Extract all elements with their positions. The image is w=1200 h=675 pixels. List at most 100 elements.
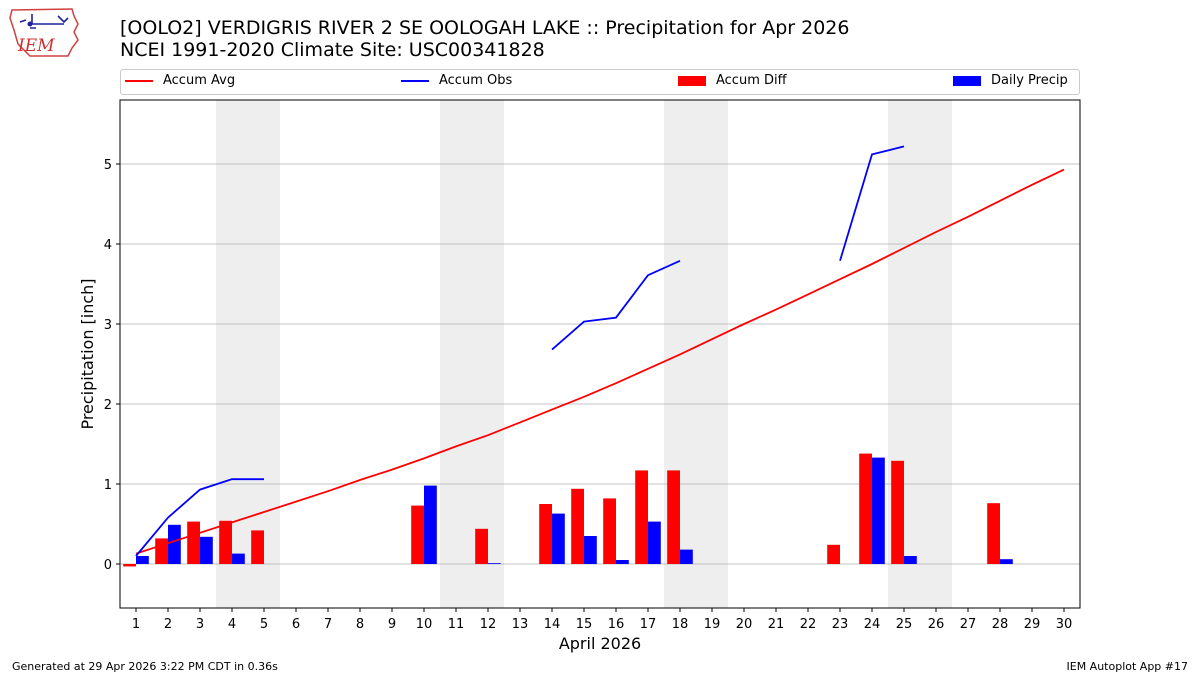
x-tick-label-14: 14 — [544, 617, 561, 632]
generated-timestamp: Generated at 29 Apr 2026 3:22 PM CDT in … — [12, 660, 278, 673]
x-tick-label-4: 4 — [228, 617, 236, 632]
daily-precip-bar-day-15 — [584, 536, 597, 564]
accum-diff-bar-day-24 — [859, 453, 872, 564]
legend-label-accum-obs: Accum Obs — [439, 73, 513, 88]
x-tick-label-7: 7 — [324, 617, 332, 632]
x-tick-label-28: 28 — [992, 617, 1009, 632]
legend-swatch-accum-avg — [125, 79, 153, 82]
legend-label-accum-avg: Accum Avg — [163, 73, 236, 88]
x-tick-label-1: 1 — [132, 617, 140, 632]
app-credit: IEM Autoplot App #17 — [1066, 660, 1189, 673]
plot-frame — [119, 99, 1081, 609]
x-tick-label-29: 29 — [1024, 617, 1041, 632]
daily-precip-bar-day-18 — [680, 549, 693, 564]
x-tick-label-21: 21 — [768, 617, 785, 632]
daily-precip-bar-day-25 — [904, 556, 917, 564]
x-tick-label-9: 9 — [388, 617, 396, 632]
x-tick-label-8: 8 — [356, 617, 364, 632]
weekend-bands — [216, 100, 952, 608]
y-tick-label-1: 1 — [104, 478, 112, 493]
accum-diff-bar-day-2 — [155, 538, 168, 564]
chart-title: [OOLO2] VERDIGRIS RIVER 2 SE OOLOGAH LAK… — [120, 17, 850, 39]
x-tick-label-19: 19 — [704, 617, 721, 632]
accum-diff-bar-day-1 — [123, 564, 136, 567]
iem-logo: IEM — [9, 8, 79, 57]
x-tick-label-30: 30 — [1056, 617, 1073, 632]
accum-diff-bar-day-28 — [987, 503, 1000, 564]
x-tick-label-22: 22 — [800, 617, 817, 632]
accum-obs-line-segment-3 — [839, 145, 905, 262]
accum-obs-line-segment-1 — [135, 478, 264, 557]
daily-precip-bar-day-2 — [168, 524, 181, 564]
x-tick-label-17: 17 — [640, 617, 657, 632]
grid-lines — [120, 163, 1080, 565]
x-tick-label-24: 24 — [864, 617, 881, 632]
accum-diff-bar-day-4 — [219, 520, 232, 564]
x-tick-label-3: 3 — [196, 617, 204, 632]
legend-swatch-daily-precip — [953, 75, 981, 86]
daily-precip-bar-day-28 — [1000, 559, 1013, 564]
x-tick-label-2: 2 — [164, 617, 172, 632]
series-lines — [135, 145, 1065, 557]
legend-item-accum-avg: Accum Avg — [125, 73, 235, 88]
legend-swatch-accum-diff — [678, 75, 706, 86]
legend-item-daily-precip: Daily Precip — [953, 73, 1068, 88]
chart-subtitle: NCEI 1991-2020 Climate Site: USC00341828 — [120, 39, 545, 61]
x-tick-label-12: 12 — [480, 617, 497, 632]
daily-precip-bar-day-4 — [232, 553, 245, 564]
x-tick-label-13: 13 — [512, 617, 529, 632]
daily-precip-bar-day-10 — [424, 485, 437, 564]
x-tick-label-18: 18 — [672, 617, 689, 632]
logo-text: IEM — [17, 36, 55, 56]
x-tick-label-11: 11 — [448, 617, 465, 632]
legend-label-accum-diff: Accum Diff — [716, 73, 787, 88]
accum-diff-bar-day-17 — [635, 470, 648, 564]
accum-diff-bar-day-25 — [891, 460, 904, 564]
x-tick-label-5: 5 — [260, 617, 268, 632]
x-tick-label-26: 26 — [928, 617, 945, 632]
y-tick-label-2: 2 — [104, 398, 112, 413]
daily-precip-bar-day-12 — [488, 563, 501, 564]
x-axis-label: April 2026 — [559, 634, 641, 653]
weekend-band-2 — [440, 100, 504, 608]
daily-precip-bar-day-24 — [872, 457, 885, 564]
daily-precip-bar-day-3 — [200, 536, 213, 564]
x-tick-label-23: 23 — [832, 617, 849, 632]
accum-avg-line — [135, 168, 1065, 555]
legend-item-accum-diff: Accum Diff — [678, 73, 787, 88]
accum-diff-bar-day-12 — [475, 528, 488, 564]
y-tick-label-3: 3 — [104, 318, 112, 333]
accum-diff-bar-day-14 — [539, 504, 552, 564]
x-tick-label-25: 25 — [896, 617, 913, 632]
daily-precip-bar-day-14 — [552, 513, 565, 564]
station-dot-icon — [27, 21, 33, 27]
accum-diff-bar-day-5 — [251, 530, 264, 564]
legend-swatch-accum-obs — [401, 79, 429, 82]
daily-precip-bar-day-1 — [136, 556, 149, 564]
x-tick-label-15: 15 — [576, 617, 593, 632]
x-tick-label-27: 27 — [960, 617, 977, 632]
accum-diff-bar-day-10 — [411, 505, 424, 564]
x-tick-label-20: 20 — [736, 617, 753, 632]
accum-diff-bar-day-18 — [667, 470, 680, 564]
accum-diff-bar-day-15 — [571, 488, 584, 564]
legend-item-accum-obs: Accum Obs — [401, 73, 512, 88]
x-tick-label-16: 16 — [608, 617, 625, 632]
x-tick-label-10: 10 — [416, 617, 433, 632]
x-tick-label-6: 6 — [292, 617, 300, 632]
bars — [123, 453, 1013, 567]
accum-obs-line-segment-2 — [551, 259, 681, 351]
daily-precip-bar-day-16 — [616, 560, 629, 564]
y-tick-label-5: 5 — [104, 158, 112, 173]
accum-diff-bar-day-3 — [187, 521, 200, 564]
y-axis-label: Precipitation [inch] — [78, 278, 97, 429]
daily-precip-bar-day-17 — [648, 521, 661, 564]
weather-station-icon — [19, 14, 69, 29]
y-tick-label-0: 0 — [104, 558, 112, 573]
legend-label-daily-precip: Daily Precip — [991, 73, 1068, 88]
y-tick-label-4: 4 — [104, 238, 112, 253]
accum-diff-bar-day-16 — [603, 498, 616, 564]
iowa-state-outline — [9, 8, 79, 57]
